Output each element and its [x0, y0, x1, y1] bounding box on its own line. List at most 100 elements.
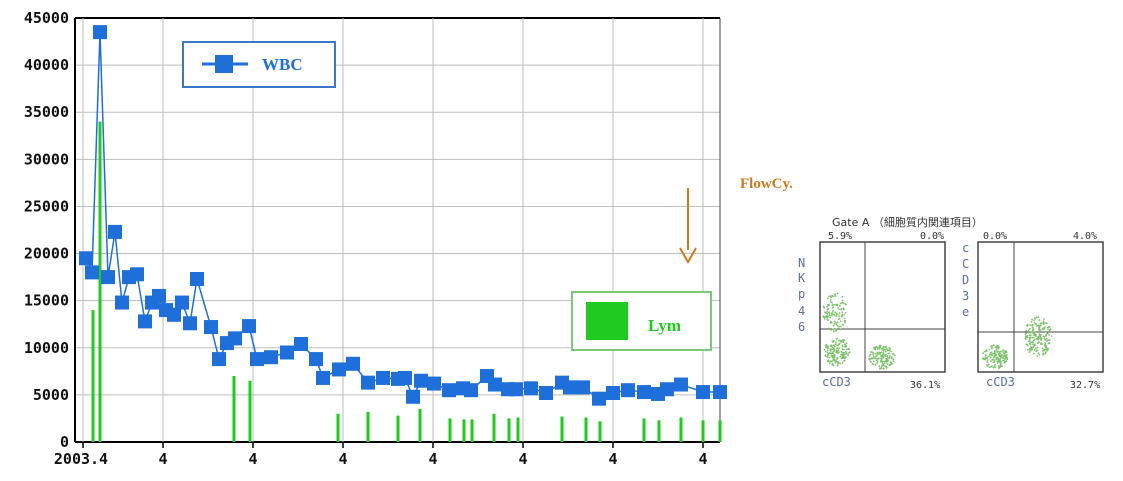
- cell-dot: [831, 363, 834, 366]
- cell-dot: [1034, 347, 1037, 350]
- cell-dot: [892, 358, 895, 361]
- cell-dot: [876, 354, 878, 356]
- cell-dot: [823, 348, 826, 351]
- cell-dot: [833, 320, 836, 323]
- cell-dot: [1035, 337, 1038, 340]
- cell-dot: [832, 347, 835, 349]
- cell-dot: [1029, 331, 1032, 334]
- cell-dot: [1033, 321, 1036, 324]
- wbc-point: [713, 385, 727, 400]
- cell-dot: [1033, 334, 1035, 337]
- p1-q-ul: 5.9%: [828, 231, 852, 242]
- y-tick-label: 45000: [24, 9, 69, 27]
- cell-dot: [988, 348, 991, 351]
- wbc-point: [101, 270, 115, 285]
- cell-dot: [1032, 328, 1035, 331]
- cell-dot: [1004, 360, 1007, 363]
- wbc-point: [442, 383, 456, 398]
- cell-dot: [841, 356, 843, 359]
- cell-dot: [836, 313, 839, 316]
- cell-dot: [1040, 343, 1042, 346]
- wbc-lym-chart: 0 5000 10000 15000 20000 25000 30000 35000 40000…: [24, 9, 727, 468]
- cell-dot: [831, 306, 834, 309]
- p2-y-letters: c C D 3 e: [962, 241, 969, 319]
- cell-dot: [839, 355, 842, 358]
- cell-dot: [836, 324, 839, 327]
- cell-dot: [829, 360, 832, 363]
- cell-dot: [869, 353, 872, 356]
- cell-dot: [844, 321, 847, 324]
- lym-bar: [492, 413, 496, 442]
- lym-series: [91, 121, 722, 443]
- cell-dot: [835, 323, 838, 326]
- cell-dot: [827, 352, 830, 355]
- p2-q-ur: 4.0%: [1073, 231, 1097, 242]
- cell-dot: [1032, 341, 1034, 344]
- cell-dot: [884, 355, 887, 358]
- cell-dot: [991, 365, 993, 368]
- legend-lym: Lym: [571, 291, 712, 351]
- lym-bar: [507, 418, 511, 442]
- cell-dot: [834, 360, 837, 363]
- svg-text:N: N: [798, 256, 805, 270]
- cell-dot: [997, 365, 1000, 367]
- cell-dot: [1031, 318, 1033, 321]
- x-tick-label: 4: [248, 450, 257, 468]
- cell-dot: [1048, 333, 1051, 336]
- cell-dot: [830, 329, 832, 331]
- y-tick-label: 5000: [33, 386, 69, 404]
- cell-dot: [843, 359, 846, 362]
- cell-dot: [991, 352, 994, 355]
- cell-dot: [829, 350, 832, 353]
- cell-dot: [999, 357, 1002, 360]
- p1-x-label: cCD3: [822, 375, 851, 389]
- cell-dot: [997, 367, 1000, 369]
- wbc-point: [621, 383, 635, 398]
- cell-dot: [830, 295, 832, 298]
- cell-dot: [840, 339, 843, 342]
- cell-dot: [844, 345, 846, 348]
- legend-wbc: WBC: [182, 41, 336, 88]
- cell-dot: [871, 351, 874, 354]
- wbc-point: [138, 314, 152, 329]
- cell-dot: [834, 359, 837, 362]
- legend-lym-label: Lym: [648, 316, 681, 335]
- cell-dot: [841, 301, 844, 304]
- cell-dot: [1037, 328, 1040, 331]
- cell-dot: [1028, 348, 1031, 351]
- cell-dot: [836, 292, 839, 295]
- cell-dot: [832, 344, 835, 347]
- cell-dot: [888, 364, 891, 366]
- cell-dot: [844, 312, 847, 314]
- cell-dot: [832, 324, 835, 327]
- cell-dot: [839, 362, 842, 365]
- cell-dot: [884, 365, 886, 367]
- wbc-point: [316, 370, 330, 385]
- cell-dot: [831, 311, 834, 314]
- wbc-point: [228, 331, 242, 346]
- p1-y-letters: N K p 4 6: [798, 256, 806, 334]
- wbc-point: [592, 391, 606, 406]
- cell-dot: [1041, 327, 1044, 330]
- wbc-point: [376, 370, 390, 385]
- wbc-point: [250, 352, 264, 367]
- x-tick-label: 2003.4: [54, 450, 108, 468]
- lym-bar: [248, 380, 252, 442]
- cell-dot: [843, 317, 846, 320]
- cell-dot: [840, 353, 843, 356]
- wbc-point: [637, 385, 651, 400]
- lym-bar: [396, 415, 400, 442]
- cell-dot: [832, 310, 835, 312]
- cell-dot: [841, 295, 844, 298]
- cell-dot: [826, 351, 829, 354]
- cell-dot: [1039, 335, 1042, 338]
- cell-dot: [891, 363, 893, 365]
- cell-dot: [992, 344, 995, 347]
- cell-dot: [1005, 356, 1008, 359]
- cell-dot: [832, 351, 834, 354]
- cell-dot: [1036, 325, 1038, 327]
- wbc-point: [115, 295, 129, 310]
- cell-dot: [825, 315, 828, 317]
- cell-dot: [882, 367, 885, 370]
- cell-dot: [842, 324, 845, 326]
